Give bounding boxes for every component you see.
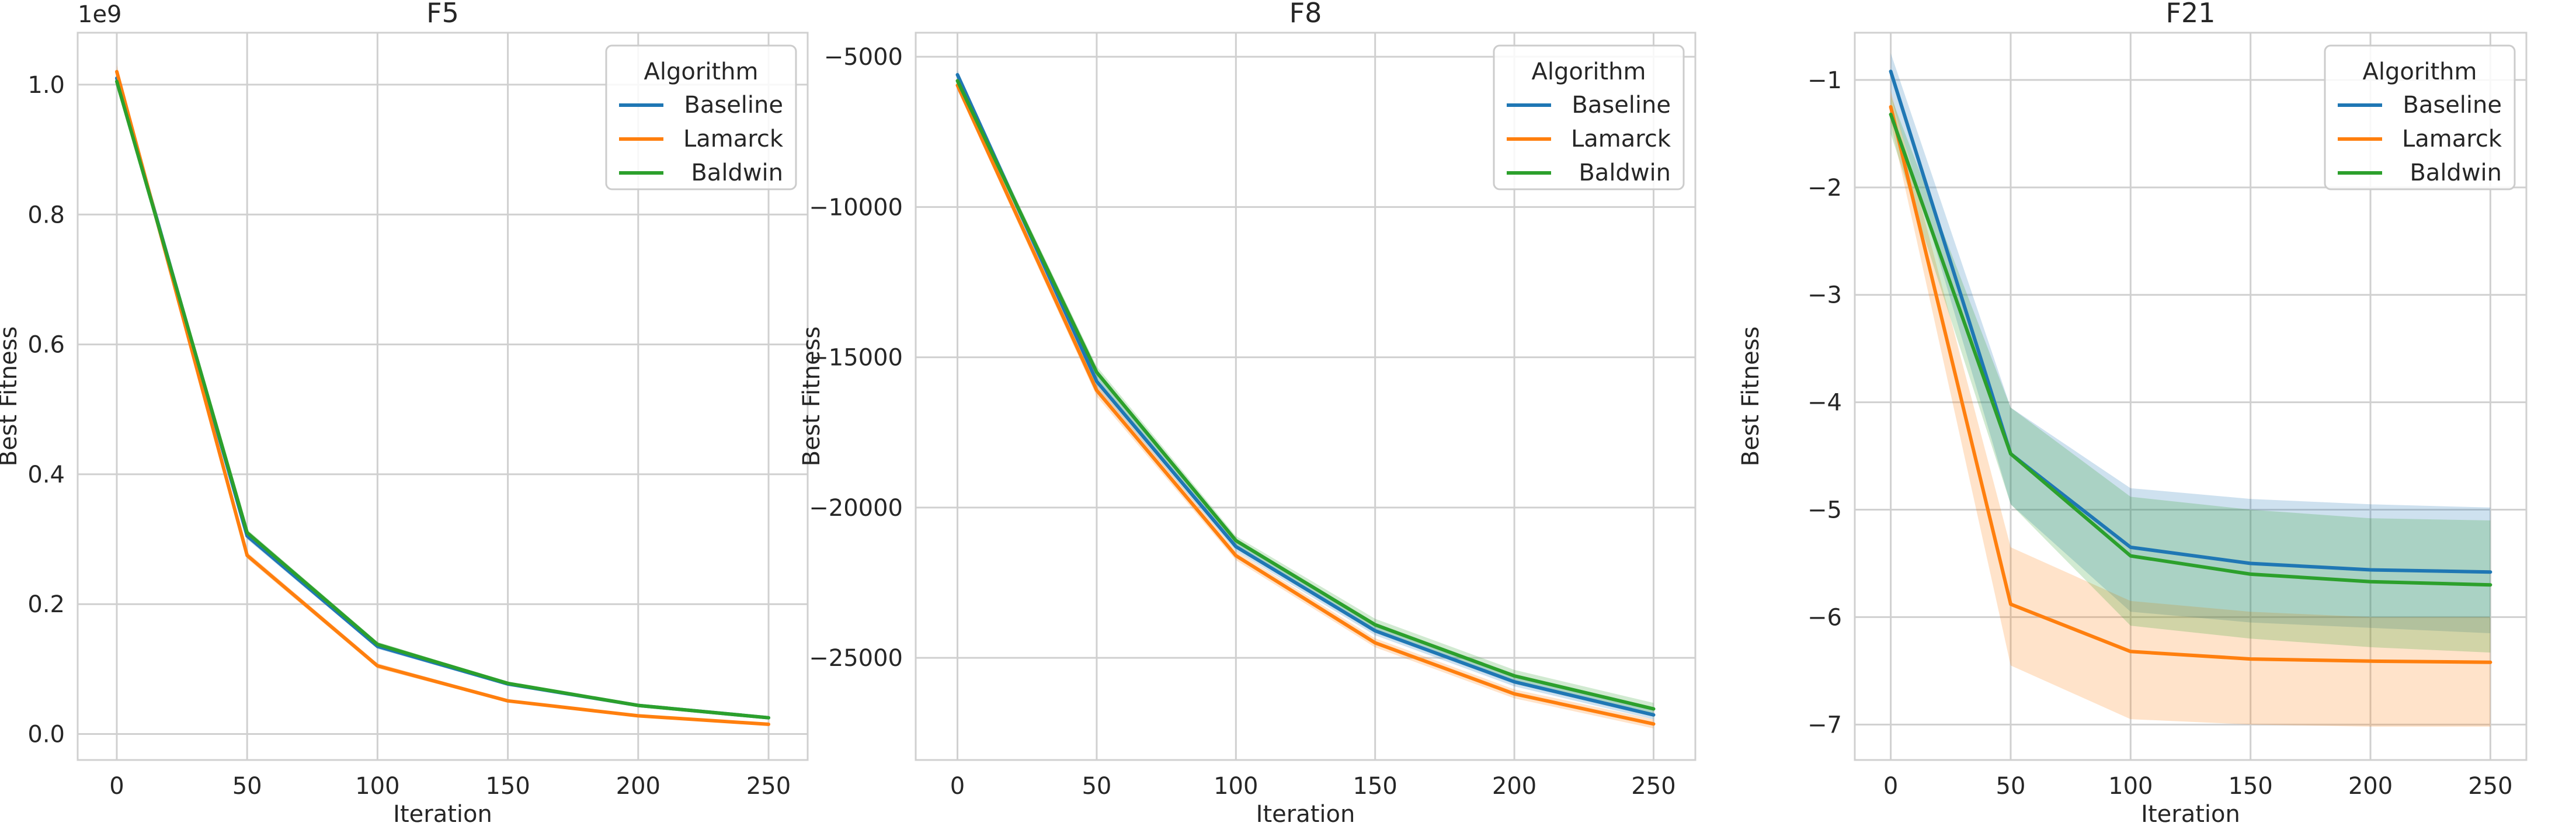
chart-title: F5 [426,0,459,29]
x-axis-label: Iteration [393,801,492,826]
y-tick-label: −6 [1807,604,1842,631]
y-tick-label: −10000 [809,194,903,221]
y-tick-label: −2 [1807,175,1842,202]
y-axis-label: Best Fitness [1737,327,1764,467]
chart-panel-f5: 0.0 0.2 0.4 0.6 0.8 1.0 0 50 100 150 200 250 F5 Itera… [0,0,808,826]
x-tick-label: 200 [616,773,660,800]
y-tick-label: 0.6 [27,332,65,359]
x-tick-label: 100 [2108,773,2153,800]
y-tick-label: −25000 [809,645,903,672]
x-axis-label: Iteration [1256,801,1355,826]
legend-label-lamarck: Lamarck [2402,126,2502,152]
legend: Algorithm Baseline Lamarck Baldwin [1494,46,1684,189]
y-tick-label: 0.4 [27,461,65,488]
y-tick-label: 1.0 [27,72,65,99]
x-tick-label: 100 [1214,773,1258,800]
y-tick-label: −7 [1807,712,1842,738]
legend-title: Algorithm [644,58,759,85]
axis-offset-text: 1e9 [78,1,122,28]
chart-panel-f21: −7 −6 −5 −4 −3 −2 −1 0 50 100 150 200 250 F21 Iteratio… [1737,0,2526,826]
x-tick-label: 250 [746,773,791,800]
x-tick-label: 0 [1883,773,1898,800]
x-tick-label: 200 [2348,773,2393,800]
x-tick-label: 100 [355,773,399,800]
legend-label-baseline: Baseline [684,92,783,119]
x-tick-label: 150 [2228,773,2272,800]
legend: Algorithm Baseline Lamarck Baldwin [2325,46,2515,189]
x-axis-label: Iteration [2141,801,2240,826]
x-tick-label: 50 [232,773,262,800]
x-tick-label: 250 [2468,773,2512,800]
x-tick-label: 150 [1353,773,1397,800]
legend-label-baseline: Baseline [2403,92,2502,119]
y-tick-label: −5000 [824,44,903,71]
y-axis-label: Best Fitness [0,327,22,467]
legend-label-baldwin: Baldwin [2410,159,2502,186]
chart-title: F21 [2166,0,2216,29]
y-tick-label: 0.2 [27,591,65,618]
legend-title: Algorithm [1532,58,1646,85]
y-tick-label: −3 [1807,282,1842,309]
legend-title: Algorithm [2363,58,2477,85]
y-tick-label: −5 [1807,497,1842,524]
x-tick-label: 50 [1996,773,2026,800]
y-tick-label: 0.8 [27,202,65,228]
y-tick-label: −4 [1807,390,1842,417]
legend-label-lamarck: Lamarck [1571,126,1671,152]
legend-label-baldwin: Baldwin [691,159,783,186]
y-axis-label: Best Fitness [798,327,825,467]
y-tick-label: −20000 [809,495,903,522]
x-tick-label: 250 [1631,773,1675,800]
x-tick-label: 200 [1492,773,1536,800]
x-tick-label: 50 [1082,773,1111,800]
legend-label-lamarck: Lamarck [683,126,784,152]
chart-title: F8 [1289,0,1322,29]
y-tick-label: −1 [1807,67,1842,94]
y-tick-label: 0.0 [27,721,65,748]
x-tick-label: 150 [485,773,530,800]
legend: Algorithm Baseline Lamarck Baldwin [606,46,796,189]
legend-label-baseline: Baseline [1572,92,1671,119]
x-tick-label: 0 [109,773,124,800]
legend-label-baldwin: Baldwin [1579,159,1671,186]
x-tick-label: 0 [950,773,965,800]
